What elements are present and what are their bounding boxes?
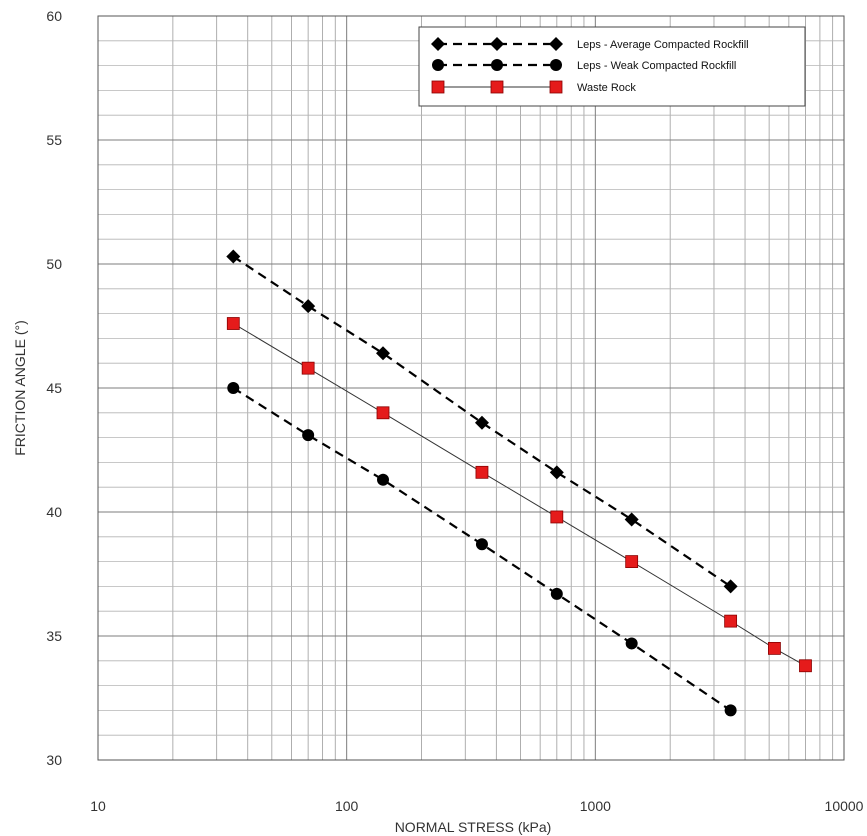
legend-label: Leps - Weak Compacted Rockfill — [577, 60, 736, 72]
legend-label: Waste Rock — [577, 82, 636, 94]
major-gridlines — [97, 15, 845, 761]
series-1 — [226, 249, 738, 594]
diamond-point — [376, 346, 391, 361]
circle-point — [724, 704, 737, 717]
square-point — [768, 642, 781, 655]
circle-point — [302, 429, 315, 442]
circle-point — [377, 473, 390, 486]
circle-point — [475, 538, 488, 551]
square-point — [226, 317, 240, 330]
x-tick-label: 100 — [335, 798, 359, 814]
y-tick-label: 35 — [46, 628, 62, 644]
legend-circle-icon — [491, 59, 503, 71]
square-point — [301, 361, 315, 375]
legend-label: Leps - Average Compacted Rockfill — [577, 39, 749, 51]
diamond-point — [549, 465, 564, 480]
y-tick-label: 40 — [46, 504, 62, 520]
plot-frame — [97, 15, 845, 761]
circle-point — [227, 382, 240, 394]
diamond-point — [624, 512, 639, 527]
diamond-point — [301, 299, 316, 314]
legend-circle-icon — [550, 59, 562, 71]
x-axis-ticks: 10 100 1000 10000 — [90, 798, 863, 814]
diamond-point — [226, 249, 241, 264]
legend: Leps - Average Compacted Rockfill Leps - … — [418, 26, 806, 107]
square-point — [625, 555, 639, 568]
y-tick-label: 30 — [46, 752, 62, 768]
circle-point — [550, 587, 563, 600]
series-layer — [226, 249, 812, 717]
x-tick-label: 10 — [90, 798, 106, 814]
series-line — [233, 323, 806, 667]
x-tick-label: 1000 — [580, 798, 611, 814]
legend-diamond-icon — [490, 37, 504, 51]
square-point — [475, 465, 489, 479]
y-tick-label: 60 — [46, 8, 62, 24]
legend-square-icon — [431, 80, 445, 94]
legend-circle-icon — [432, 59, 444, 71]
square-point — [799, 659, 812, 673]
series-2 — [227, 382, 737, 717]
legend-square-icon — [549, 80, 563, 94]
x-axis-title: NORMAL STRESS (kPa) — [395, 819, 552, 835]
y-axis-ticks: 30 35 40 45 50 55 60 — [46, 8, 62, 768]
diamond-point — [723, 579, 738, 594]
legend-diamond-icon — [549, 37, 563, 51]
series-3 — [226, 317, 812, 673]
square-point — [376, 406, 390, 420]
circle-point — [625, 637, 638, 650]
legend-box — [418, 26, 806, 107]
square-point — [724, 614, 738, 628]
square-point — [550, 510, 564, 524]
legend-square-icon — [490, 80, 504, 94]
y-tick-label: 50 — [46, 256, 62, 272]
y-tick-label: 45 — [46, 380, 62, 396]
y-axis-title: FRICTION ANGLE (°) — [12, 320, 28, 456]
y-tick-label: 55 — [46, 132, 62, 148]
diamond-point — [474, 415, 489, 430]
x-tick-label: 10000 — [825, 798, 864, 814]
legend-diamond-icon — [431, 37, 445, 51]
